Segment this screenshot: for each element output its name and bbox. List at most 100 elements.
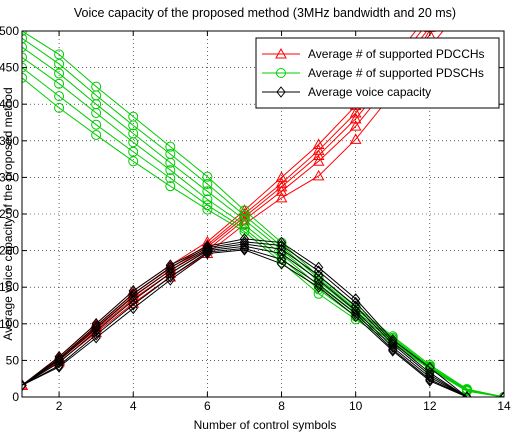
x-tick-label: 6 [204, 399, 211, 413]
data-point-diamond [276, 239, 287, 252]
y-tick-label: 250 [0, 207, 19, 221]
data-point-diamond [351, 310, 361, 323]
data-point-triangle [275, 191, 288, 203]
data-point-circle [22, 72, 27, 83]
data-point-diamond [351, 304, 361, 317]
x-axis-label: Number of control symbols [194, 418, 337, 432]
data-point-circle [54, 68, 65, 79]
data-point-diamond [313, 281, 324, 294]
data-point-circle [128, 156, 139, 167]
data-point-diamond [462, 391, 472, 397]
data-point-diamond [239, 244, 250, 256]
data-point-circle [91, 119, 102, 130]
legend-label: Average voice capacity [308, 85, 431, 99]
data-point-circle [22, 33, 27, 44]
data-point-triangle [275, 47, 287, 59]
data-point-circle [22, 42, 27, 53]
series-line [22, 46, 504, 397]
data-point-diamond [425, 367, 435, 379]
data-point-circle [54, 78, 65, 89]
series-line [22, 249, 504, 397]
data-point-circle [91, 129, 102, 140]
data-point-circle [461, 386, 472, 397]
y-tick-label: 450 [0, 61, 19, 75]
data-point-diamond [91, 325, 101, 337]
data-point-diamond [91, 328, 101, 341]
data-point-triangle [423, 31, 436, 32]
data-point-diamond [128, 290, 138, 303]
data-point-circle [128, 146, 139, 157]
data-point-diamond [276, 253, 287, 266]
data-point-diamond [128, 302, 138, 315]
data-point-circle [165, 141, 176, 152]
data-point-diamond [202, 246, 213, 258]
legend: Average # of supported PDCCHs Average # o… [255, 37, 500, 109]
data-point-diamond [425, 369, 435, 381]
data-point-diamond [276, 257, 287, 270]
y-tick-label: 50 [6, 353, 20, 367]
y-tick-label: 100 [0, 317, 19, 331]
data-point-circle [54, 102, 65, 113]
data-point-diamond [165, 271, 175, 283]
x-tick-label: 8 [278, 399, 285, 413]
data-point-triangle [164, 270, 177, 282]
data-point-diamond [54, 356, 64, 369]
data-point-circle [276, 68, 286, 78]
data-point-triangle [349, 106, 362, 118]
y-axis-label: Average voice capacity of the proposed m… [1, 87, 15, 340]
y-tick-label: 200 [0, 244, 19, 258]
data-point-diamond [425, 371, 435, 384]
data-curves [22, 31, 504, 397]
data-point-circle [165, 165, 176, 176]
data-point-triangle [349, 120, 362, 131]
series-line [22, 37, 504, 397]
data-point-diamond [425, 375, 435, 387]
data-point-circle [22, 52, 27, 63]
data-point-triangle [275, 185, 288, 196]
data-point-circle [54, 58, 65, 69]
data-point-triangle [349, 112, 362, 124]
data-point-triangle [349, 133, 362, 144]
series-line [22, 243, 504, 397]
data-point-circle [165, 173, 176, 184]
data-point-diamond [239, 242, 250, 255]
x-tick-label: 12 [423, 399, 437, 413]
data-point-diamond [351, 307, 361, 320]
data-point-circle [165, 157, 176, 168]
series-group [22, 233, 504, 397]
data-point-circle [202, 171, 213, 182]
data-point-triangle [312, 155, 325, 166]
y-tick-label: 350 [0, 134, 19, 148]
data-point-diamond [351, 293, 361, 305]
y-tick-label: 400 [0, 97, 19, 111]
data-point-diamond [239, 238, 250, 250]
data-point-diamond [499, 391, 504, 397]
series-line [22, 247, 504, 397]
x-tick-label: 10 [349, 399, 363, 413]
data-point-circle [128, 137, 139, 148]
data-point-diamond [165, 274, 175, 286]
series-line [22, 31, 504, 397]
data-point-diamond [425, 373, 435, 386]
clipped-curves [22, 31, 504, 397]
legend-label: Average # of supported PDSCHs [308, 66, 484, 80]
x-tick-label: 4 [130, 399, 137, 413]
data-point-circle [54, 49, 65, 60]
data-point-circle [202, 178, 213, 189]
data-point-circle [54, 91, 65, 102]
data-point-diamond [202, 241, 213, 254]
series-line [22, 245, 504, 397]
data-point-triangle [22, 379, 28, 390]
data-point-diamond [351, 296, 361, 309]
data-point-circle [91, 107, 102, 118]
data-point-diamond [91, 331, 101, 344]
data-point-diamond [276, 236, 287, 249]
y-tick-label: 500 [0, 24, 19, 38]
data-point-triangle [312, 169, 325, 181]
data-point-triangle [312, 138, 325, 149]
data-point-circle [128, 120, 139, 131]
data-point-circle [202, 186, 213, 197]
data-point-diamond [239, 240, 250, 253]
data-point-diamond [54, 353, 64, 365]
